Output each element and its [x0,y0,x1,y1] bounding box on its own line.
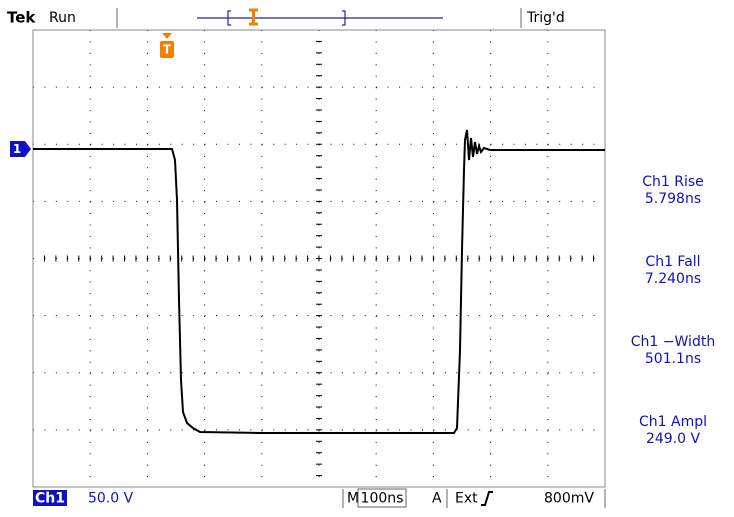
measurement-label: Ch1 Rise [642,174,704,190]
trigger-level: 800mV [544,491,594,507]
trigger-marker [160,41,174,58]
measurement-label: Ch1 Ampl [639,414,707,430]
brand: Tek [7,9,36,27]
measurement-value: 501.1ns [645,351,701,367]
trigger-position [249,8,258,26]
trigger-source: Ext [455,491,478,507]
graticule [32,29,606,488]
timebase-box [357,488,407,508]
timebase: 100ns [361,491,404,507]
trigger-slope [481,491,493,506]
run-status: Run [49,10,76,26]
vertical-scale: 50.0 V [88,491,134,507]
channel-name: Ch1 [35,491,65,507]
measurement-label: Ch1 Fall [645,254,700,270]
waveform [33,129,605,434]
record-window [227,10,346,26]
graticule-border [32,29,606,488]
channel-badge [33,490,67,506]
timebase-prefix: M [347,491,359,507]
measurement-value: 249.0 V [646,431,701,447]
trigger-marker-label: T [163,43,172,57]
channel-marker-label: 1 [13,142,21,156]
trigger-arrow [162,33,172,39]
channel-marker [10,141,31,157]
measurement-label: Ch1 −Width [631,334,715,350]
trigger-state: Trig'd [526,10,565,26]
measurement-value: 5.798ns [645,191,701,207]
trigger-mode: A [432,491,442,507]
measurement-value: 7.240ns [645,271,701,287]
